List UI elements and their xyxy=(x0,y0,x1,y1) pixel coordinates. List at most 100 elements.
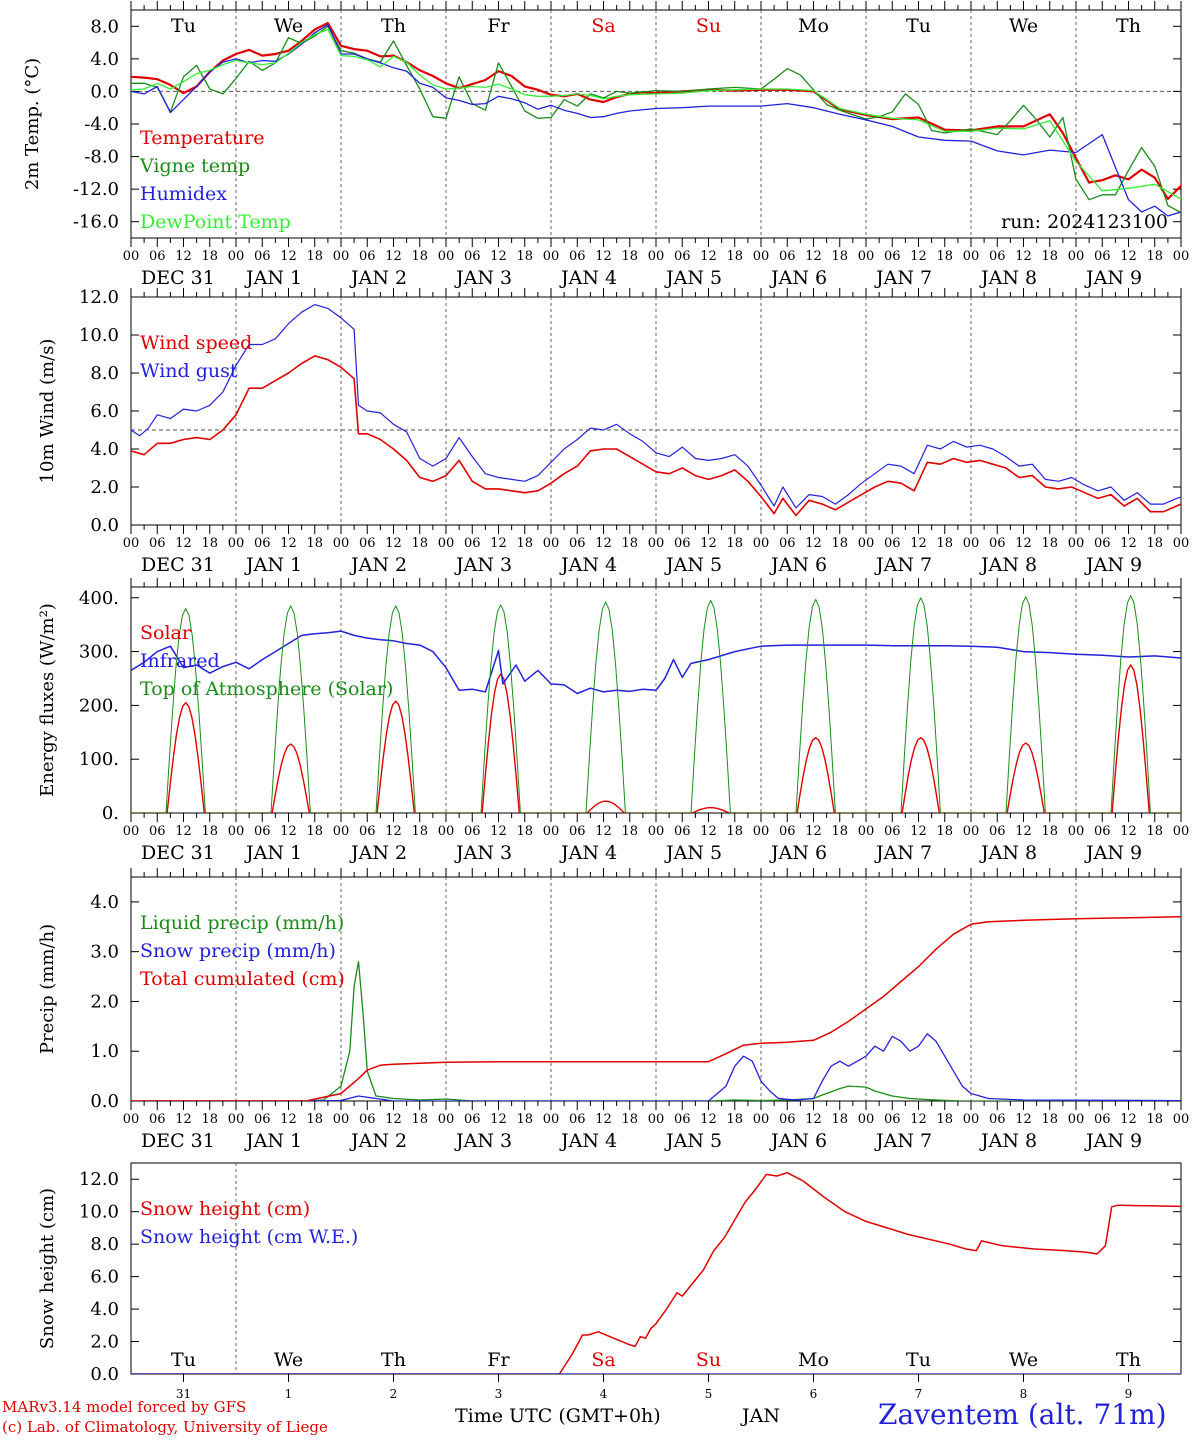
hour-tick-label: 00 xyxy=(333,824,350,839)
hour-tick-label: 06 xyxy=(149,249,166,264)
y-tick-label: 2.0 xyxy=(90,1332,119,1353)
date-label: JAN 1 xyxy=(244,267,302,289)
hour-tick-label: 18 xyxy=(516,824,533,839)
hour-tick-label: 06 xyxy=(359,536,376,551)
hour-tick-label: 00 xyxy=(648,824,665,839)
date-label: JAN 4 xyxy=(559,842,617,864)
hour-tick-label: 18 xyxy=(201,824,218,839)
hour-tick-label: 00 xyxy=(1173,1112,1190,1127)
x-axis-title: Time UTC (GMT+0h) xyxy=(455,1405,661,1427)
weekday-label: Mo xyxy=(798,1349,829,1371)
hour-tick-label: 06 xyxy=(569,1112,586,1127)
date-label: JAN 2 xyxy=(349,1130,407,1152)
hour-tick-label: 12 xyxy=(1120,1112,1137,1127)
hour-tick-label: 12 xyxy=(385,249,402,264)
y-tick-label: 0.0 xyxy=(90,1364,119,1385)
plot-frame xyxy=(130,1162,1182,1375)
hour-tick-label: 00 xyxy=(753,824,770,839)
date-label: JAN 6 xyxy=(769,554,827,576)
date-label: DEC 31 xyxy=(141,842,215,864)
legend-entry: Infrared xyxy=(140,650,220,672)
hour-tick-label: 12 xyxy=(280,249,297,264)
hour-tick-label: 12 xyxy=(490,249,507,264)
date-label: JAN 5 xyxy=(664,1130,722,1152)
hour-tick-label: 00 xyxy=(333,536,350,551)
series-line xyxy=(131,960,1181,1101)
hour-tick-label: 12 xyxy=(1120,249,1137,264)
y-tick-label: 1.0 xyxy=(90,1041,119,1062)
hour-tick-label: 00 xyxy=(648,249,665,264)
y-tick-label: 2.0 xyxy=(90,991,119,1012)
hour-tick-label: 00 xyxy=(963,1112,980,1127)
weekday-label: Mo xyxy=(798,15,829,37)
hour-tick-label: 12 xyxy=(1015,824,1032,839)
hour-tick-label: 12 xyxy=(700,824,717,839)
legend-entry: Total cumulated (cm) xyxy=(140,968,345,990)
hour-tick-label: 00 xyxy=(858,249,875,264)
hour-tick-label: 06 xyxy=(674,1112,691,1127)
hour-tick-label: 18 xyxy=(936,824,953,839)
hour-tick-label: 06 xyxy=(149,824,166,839)
hour-tick-label: 00 xyxy=(1173,824,1190,839)
hour-tick-label: 18 xyxy=(1146,824,1163,839)
weekday-label: We xyxy=(274,1349,303,1371)
hour-tick-label: 12 xyxy=(175,536,192,551)
hour-tick-label: 06 xyxy=(674,249,691,264)
day-number-label: 9 xyxy=(1125,1387,1133,1401)
legend-entry: Liquid precip (mm/h) xyxy=(140,912,344,934)
run-label: run: 2024123100 xyxy=(1001,211,1168,233)
legend-entry: Wind speed xyxy=(140,332,252,354)
hour-tick-label: 06 xyxy=(359,249,376,264)
hour-tick-label: 06 xyxy=(1094,824,1111,839)
hour-tick-label: 18 xyxy=(411,824,428,839)
date-label: JAN 1 xyxy=(244,1130,302,1152)
y-tick-label: 6.0 xyxy=(90,401,119,422)
y-tick-label: 8.0 xyxy=(90,363,119,384)
hour-tick-label: 00 xyxy=(753,249,770,264)
hour-tick-label: 06 xyxy=(1094,249,1111,264)
hour-tick-label: 12 xyxy=(490,536,507,551)
hour-tick-label: 18 xyxy=(1041,249,1058,264)
hour-tick-label: 12 xyxy=(175,824,192,839)
hour-tick-label: 06 xyxy=(884,824,901,839)
hour-tick-label: 18 xyxy=(936,249,953,264)
series-line xyxy=(131,916,1181,1101)
y-tick-label: 3.0 xyxy=(90,942,119,963)
hour-tick-label: 00 xyxy=(543,536,560,551)
hour-tick-label: 00 xyxy=(543,824,560,839)
hour-tick-label: 06 xyxy=(569,249,586,264)
y-axis-label: Snow height (cm) xyxy=(37,1188,58,1349)
panel-energy: 400. 300. 200. 100. 0. Energy fluxes (W/m²) 00… xyxy=(37,578,1190,864)
hour-tick-label: 00 xyxy=(123,824,140,839)
y-tick-label: 12.0 xyxy=(79,287,119,308)
hour-tick-label: 06 xyxy=(884,536,901,551)
hour-tick-label: 18 xyxy=(306,536,323,551)
day-number-label: 31 xyxy=(176,1387,191,1401)
hour-tick-label: 00 xyxy=(228,824,245,839)
hour-tick-label: 06 xyxy=(884,1112,901,1127)
hour-tick-label: 12 xyxy=(595,1112,612,1127)
hour-tick-label: 06 xyxy=(149,536,166,551)
date-label: JAN 2 xyxy=(349,267,407,289)
date-label: JAN 4 xyxy=(559,1130,617,1152)
hour-tick-label: 12 xyxy=(280,824,297,839)
hour-tick-label: 12 xyxy=(385,1112,402,1127)
weekday-label: Sa xyxy=(591,15,615,37)
hour-tick-label: 12 xyxy=(910,536,927,551)
hour-tick-label: 00 xyxy=(228,1112,245,1127)
date-label: JAN 9 xyxy=(1084,842,1142,864)
date-label: JAN 6 xyxy=(769,842,827,864)
hour-tick-label: 18 xyxy=(621,536,638,551)
hour-tick-label: 06 xyxy=(1094,1112,1111,1127)
day-number-label: 6 xyxy=(810,1387,818,1401)
hour-tick-label: 12 xyxy=(1015,536,1032,551)
weekday-label: Th xyxy=(381,1349,406,1371)
date-label: JAN 4 xyxy=(559,267,617,289)
series-line xyxy=(131,1171,1181,1374)
hour-tick-label: 12 xyxy=(385,824,402,839)
y-tick-label: 200. xyxy=(79,695,119,716)
date-label: JAN 1 xyxy=(244,842,302,864)
date-label: JAN 7 xyxy=(874,842,932,864)
legend-entry: Humidex xyxy=(140,183,227,205)
